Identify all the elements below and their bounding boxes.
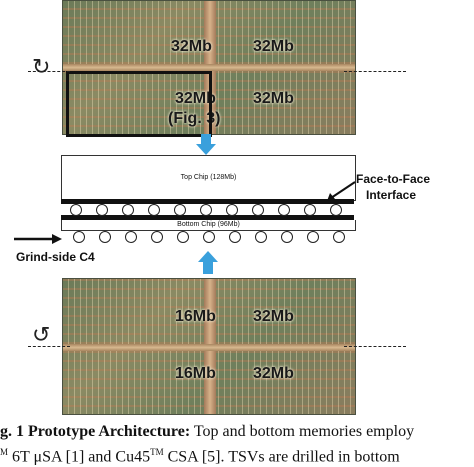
bottom-die-label: 32Mb [253, 365, 294, 382]
bottom-chip-metal-layer [61, 215, 354, 220]
rotation-axis-top-left [28, 71, 70, 72]
solder-bump [252, 204, 264, 216]
top-die-label: 32Mb [253, 90, 294, 107]
caption-superscript: TM [150, 447, 164, 457]
solder-bump [151, 231, 163, 243]
bottom-chip-label: Bottom Chip (96Mb) [177, 221, 240, 228]
rotation-arrow-icon: ↺ [32, 322, 51, 347]
top-chip-label: Top Chip (128Mb) [180, 174, 237, 181]
solder-bump [304, 204, 316, 216]
top-die-label: 32Mb [175, 90, 216, 107]
caption-line-2: M 6T μSA [1] and Cu45TM CSA [5]. TSVs ar… [0, 442, 474, 467]
caption-text: Top and bottom memories employ [190, 423, 415, 440]
caption-superscript: M [0, 447, 9, 457]
solder-bump [96, 204, 108, 216]
rotation-arrow-icon: ↻ [32, 54, 51, 79]
top-die-label: 32Mb [253, 38, 294, 55]
solder-bump [122, 204, 134, 216]
bottom-chip: Bottom Chip (96Mb) [61, 220, 356, 231]
rotation-axis-bottom-left [28, 346, 70, 347]
top-die-photo: 32Mb 32Mb 32Mb (Fig. 3) 32Mb [62, 0, 356, 135]
solder-bump [148, 204, 160, 216]
caption-line-1: g. 1 Prototype Architecture: Top and bot… [0, 421, 474, 442]
interface-label: Interface [366, 188, 417, 202]
rotation-axis-bottom-right [344, 346, 406, 347]
solder-bump [174, 204, 186, 216]
solder-bump [125, 231, 137, 243]
top-chip-metal-layer [61, 199, 354, 204]
solder-bump [229, 231, 241, 243]
caption-text: 6T μSA [1] and Cu45 [8, 448, 151, 466]
stack-cross-section: Top Chip (128Mb) Bottom Chip (96Mb) [61, 155, 356, 245]
solder-bump [70, 204, 82, 216]
solder-bump [200, 204, 212, 216]
bottom-die-photo: 16Mb 32Mb 16Mb 32Mb [62, 278, 356, 415]
bottom-die-label: 16Mb [175, 365, 216, 382]
solder-bump [278, 204, 290, 216]
solder-bump [330, 204, 342, 216]
arrow-down-icon [196, 134, 216, 155]
solder-bump [177, 231, 189, 243]
pointer-arrow-icon [327, 181, 356, 201]
solder-bump [226, 204, 238, 216]
solder-bump [281, 231, 293, 243]
face-to-face-label: Face-to-Face [356, 172, 431, 186]
bottom-die-label: 16Mb [175, 308, 216, 325]
caption-text: CSA [5]. TSVs are drilled in bottom [163, 448, 400, 466]
top-die-label: 32Mb [171, 38, 212, 55]
caption-title: g. 1 Prototype Architecture: [0, 423, 191, 440]
solder-bump [333, 231, 345, 243]
arrow-right-icon [14, 234, 62, 244]
top-die-fig-ref: (Fig. 3) [168, 110, 221, 127]
solder-bump [255, 231, 267, 243]
arrow-up-icon [198, 251, 218, 274]
top-chip: Top Chip (128Mb) [61, 155, 356, 201]
fig3-highlight-box [66, 71, 212, 137]
figure-caption: g. 1 Prototype Architecture: Top and bot… [0, 421, 474, 467]
bottom-die-label: 32Mb [253, 308, 294, 325]
grind-side-c4-label: Grind-side C4 [16, 250, 95, 264]
solder-bump [307, 231, 319, 243]
rotation-axis-top-right [344, 71, 406, 72]
solder-bump [99, 231, 111, 243]
solder-bump [73, 231, 85, 243]
solder-bump [203, 231, 215, 243]
